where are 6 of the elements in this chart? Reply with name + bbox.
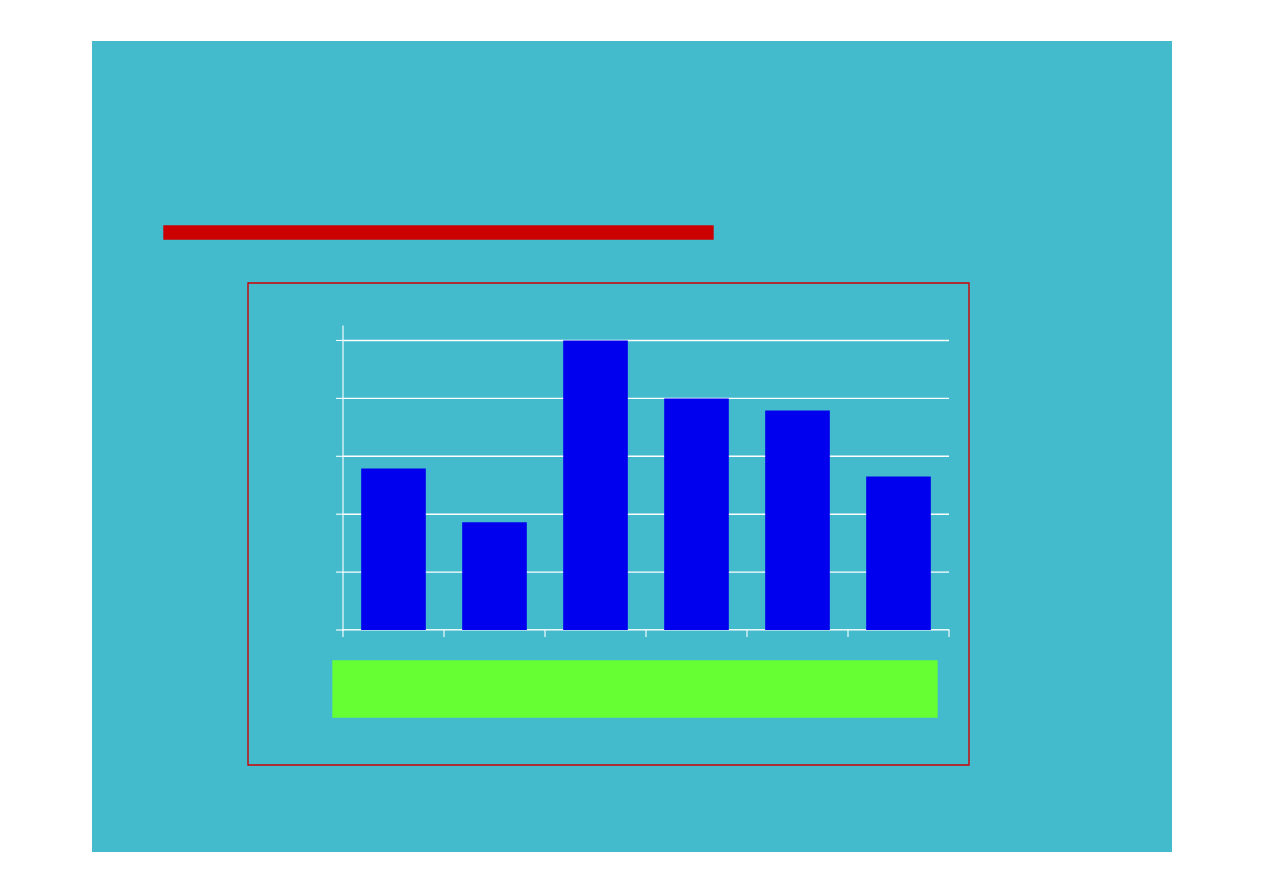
bar: [664, 398, 729, 630]
bar: [765, 410, 830, 630]
bar: [462, 522, 527, 630]
bar: [866, 476, 931, 630]
bar: [563, 340, 628, 630]
bar: [361, 468, 426, 630]
